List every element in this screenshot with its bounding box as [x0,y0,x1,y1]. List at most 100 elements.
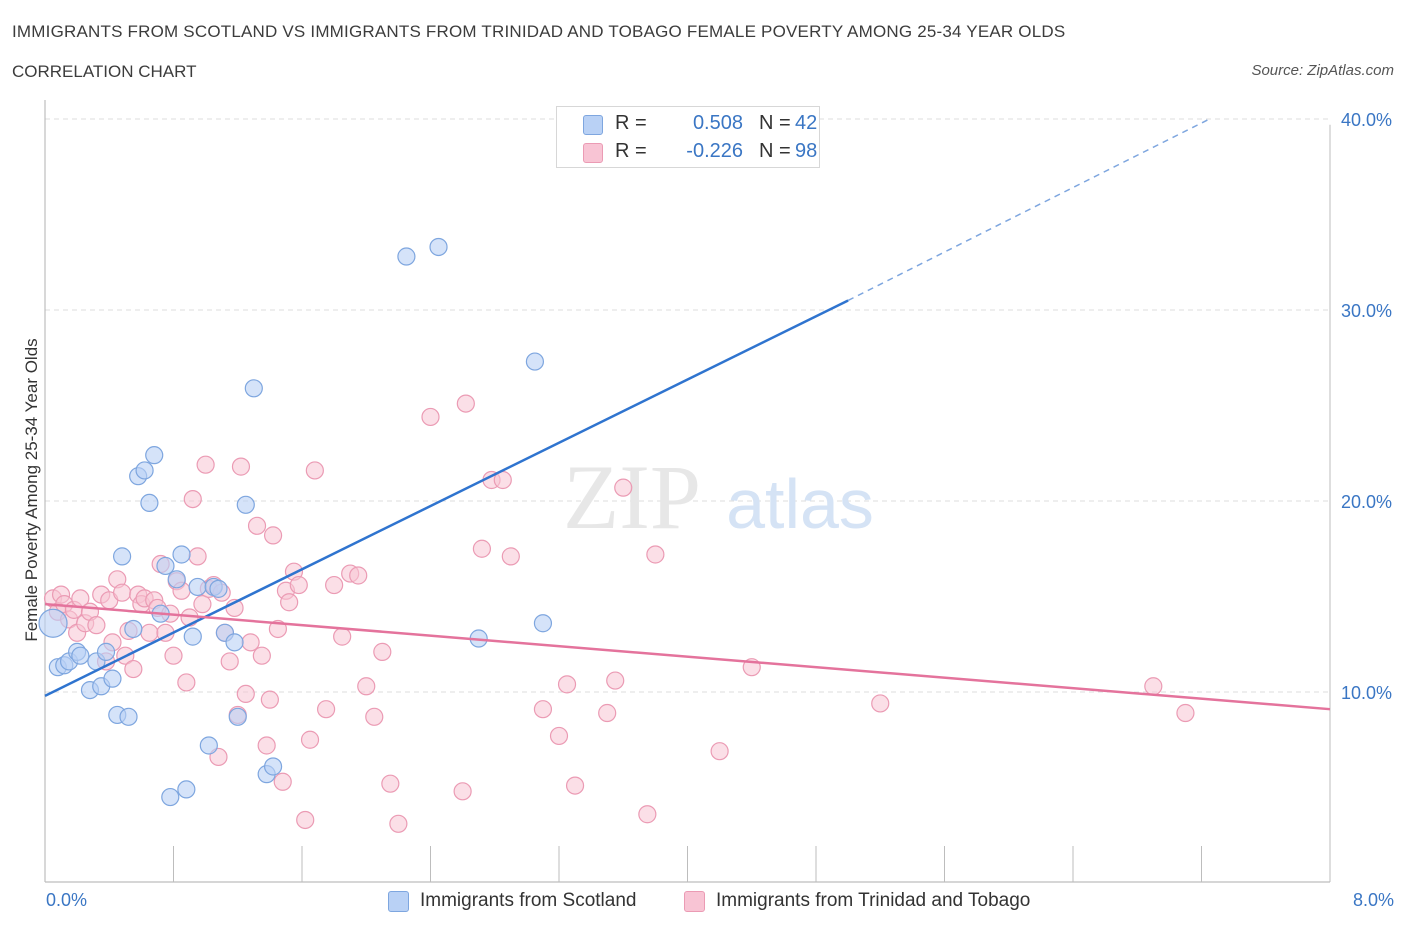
scotland-legend-swatch [388,891,409,912]
chart-title: IMMIGRANTS FROM SCOTLAND VS IMMIGRANTS F… [12,22,1066,41]
n-label: N = [759,112,791,134]
scotland-point [135,461,154,480]
trinidad-point [638,805,657,824]
scotland-point [188,577,207,597]
trinidad-legend-swatch [684,891,705,912]
source-credit: Source: ZipAtlas.com [1251,62,1394,79]
scotland-point [103,669,122,688]
scotland-point [112,547,132,566]
r-value: 0.508 [692,112,743,134]
y-tick-labels: 10.0% 20.0% 30.0% 40.0% [1341,110,1392,703]
trinidad-point [260,690,279,709]
scotland-point [228,707,247,726]
scotland-point [183,627,202,646]
y-tick-label: 40.0% [1341,110,1392,130]
trinidad-point [606,671,625,690]
trinidad-point [1144,677,1163,696]
scotland-point [145,446,164,465]
scotland-point [263,757,283,776]
correlation-legend: R = 0.508 N = 42 R = -0.226 N = 98 [556,106,820,168]
scotland-point [124,619,143,639]
watermark-zip: ZIP [563,446,701,548]
trinidad-point [1176,703,1195,723]
trinidad-point [381,774,400,793]
trinidad-point [710,742,729,761]
trinidad-point [220,652,239,671]
trinidad-point [252,646,271,665]
n-value: 42 [795,112,818,134]
trinidad-point [316,700,336,719]
trinidad-point [300,730,320,749]
scotland-point [209,579,228,598]
n-label: N = [759,140,791,162]
scotland-swatch [583,115,603,135]
trinidad-point [871,694,890,713]
trinidad-point [257,736,276,755]
scotland-point [177,780,196,799]
scotland-point [533,614,553,633]
trinidad-point [373,642,392,661]
chart-subtitle: CORRELATION CHART [12,62,197,81]
scotland-point [140,493,159,513]
scotland-point [71,646,90,665]
trinidad-point [296,810,315,830]
trinidad-point [193,595,212,614]
scotland-point [167,570,186,589]
y-tick-label: 30.0% [1341,301,1392,321]
trinidad-point [305,461,324,480]
trinidad-point [112,583,132,602]
trinidad-point [357,677,376,696]
scotland-legend-label: Immigrants from Scotland [420,890,637,911]
r-value: -0.226 [686,140,743,162]
trinidad-point [164,646,183,665]
trinidad-point [598,703,617,723]
trinidad-point [140,623,159,642]
scotland-point [156,556,175,576]
trinidad-point [614,478,633,497]
scotland-point [172,545,191,564]
scotland-point [199,736,218,755]
scotland-point [236,495,255,514]
y-axis-label: Female Poverty Among 25-34 Year Olds [22,338,41,642]
trinidad-point [565,776,585,795]
trinidad-point [389,814,408,833]
trinidad-legend-label: Immigrants from Trinidad and Tobago [716,890,1031,911]
y-tick-label: 10.0% [1341,683,1392,703]
n-value: 98 [795,140,818,162]
trinidad-point [87,616,106,635]
trinidad-point [273,772,292,791]
trinidad-point [247,516,267,535]
watermark: ZIP atlas [563,446,874,548]
trinidad-point [501,547,520,566]
trinidad-point [183,489,202,509]
scotland-point [38,608,68,638]
x-tick-label-min: 0.0% [46,890,88,910]
trinidad-point [646,545,665,564]
scotland-point [397,247,416,266]
trinidad-point [196,455,215,474]
scotland-point [96,642,116,661]
trinidad-point [349,566,368,585]
scotland-trend-line [44,299,849,697]
trinidad-point [333,627,352,646]
x-tick-label-max: 8.0% [1352,890,1394,910]
watermark-atlas: atlas [726,465,874,543]
trinidad-point [236,684,255,704]
series-scotland-points [38,132,705,807]
trinidad-point [263,526,283,545]
scotland-point [225,633,244,652]
trinidad-point [241,633,260,652]
trinidad-point [325,575,344,595]
axes [44,100,1331,883]
scotland-point [244,379,263,398]
trinidad-point [231,457,251,476]
trinidad-point [456,394,475,413]
r-label: R = [615,140,647,162]
trinidad-point [280,593,299,612]
scotland-point [119,707,138,726]
trinidad-point [557,675,577,694]
scotland-point [429,237,448,257]
trinidad-swatch [583,143,603,163]
trinidad-point [533,700,553,719]
